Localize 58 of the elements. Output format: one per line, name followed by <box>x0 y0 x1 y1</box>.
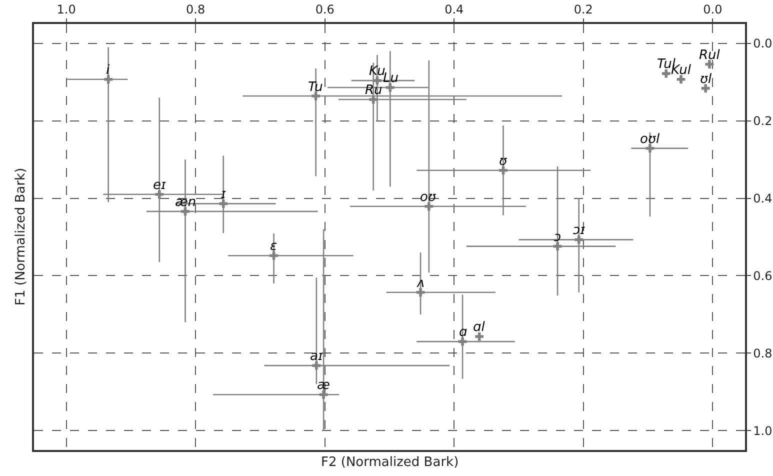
annotation: aɪ <box>310 349 323 364</box>
x-tick-label: 0.6 <box>315 2 334 16</box>
annotation: Ru <box>365 83 382 98</box>
point <box>424 202 434 211</box>
x-tick-label: 0.4 <box>444 2 464 16</box>
y-axis-title: F1 (Normalized Bark) <box>14 168 28 306</box>
point <box>181 207 190 216</box>
point <box>499 166 508 175</box>
point <box>553 242 562 250</box>
annotation: ɪ <box>221 187 226 202</box>
annotation: ʊl <box>700 72 712 87</box>
x-tick-label: 0.8 <box>186 2 206 16</box>
point <box>662 69 670 78</box>
point <box>701 84 710 92</box>
point <box>646 144 654 153</box>
y-tick-label: 0.6 <box>753 268 772 283</box>
annotation: æn <box>175 195 196 210</box>
point <box>705 60 714 68</box>
annotation: ɑl <box>473 320 486 335</box>
annotation: ɔɪ <box>573 223 586 238</box>
annotation: ʊ <box>499 154 508 169</box>
y-tick-label: 0.2 <box>753 114 772 128</box>
point <box>104 75 113 84</box>
y-tick-label: 0.4 <box>753 191 772 206</box>
y-tick-label: 1.0 <box>753 424 772 438</box>
annotation: æ <box>317 378 330 393</box>
x-tick-label: 0.2 <box>574 2 593 16</box>
point <box>458 337 467 346</box>
point <box>270 251 278 260</box>
point <box>312 361 321 370</box>
point <box>219 199 228 208</box>
annotation: Lu <box>383 71 398 86</box>
y-tick-label: 0.0 <box>753 36 772 51</box>
point <box>369 95 378 104</box>
point <box>574 236 584 244</box>
annotation: oʊ <box>420 190 437 205</box>
point <box>155 190 164 199</box>
point <box>319 390 328 399</box>
point <box>676 75 686 84</box>
annotation: Ku <box>369 64 386 79</box>
point <box>312 92 320 100</box>
point <box>373 76 382 85</box>
x-axis-title: F2 (Normalized Bark) <box>321 455 459 470</box>
annotation: ʌ <box>416 276 425 291</box>
annotation: eɪ <box>153 178 166 193</box>
annotation: Rul <box>699 48 720 63</box>
annotation: oʊl <box>640 132 660 147</box>
y-tick-label: 0.8 <box>753 346 772 360</box>
x-tick-label: 0.0 <box>703 2 722 16</box>
annotation: i <box>106 63 110 78</box>
annotation: ɑ <box>459 325 468 340</box>
point <box>416 288 425 297</box>
annotation: ɔ <box>554 230 562 245</box>
annotation: ɛ <box>270 239 278 254</box>
point <box>386 83 394 92</box>
annotation: Tu <box>308 80 323 95</box>
point <box>475 332 484 341</box>
x-tick-label: 1.0 <box>56 2 76 16</box>
